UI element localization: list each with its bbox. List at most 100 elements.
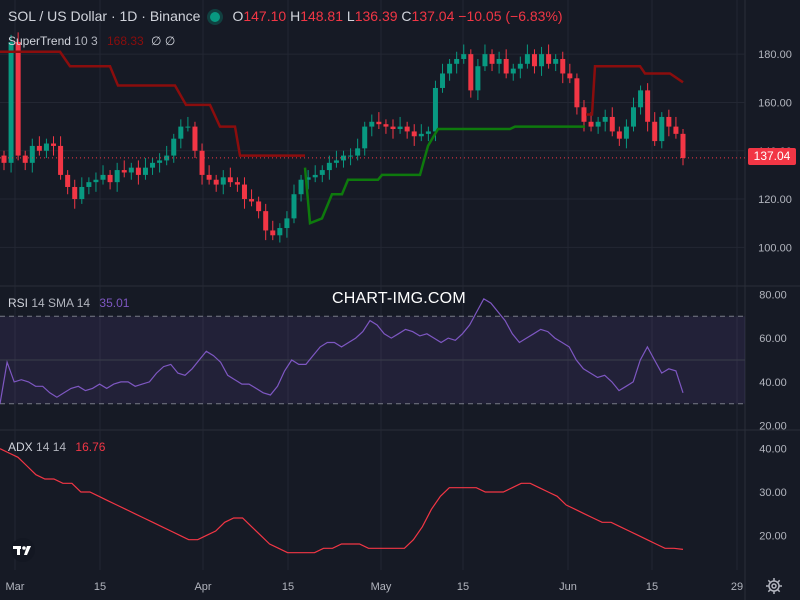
- supertrend-value: 168.33: [106, 34, 144, 48]
- supertrend-label: SuperTrend: [8, 34, 71, 48]
- watermark: CHART-IMG.COM: [332, 290, 466, 307]
- adx-params: 14 14: [36, 440, 67, 454]
- candle-body: [602, 116, 608, 122]
- candle-body: [100, 174, 106, 180]
- candle-body: [93, 179, 99, 183]
- settings-gear-icon[interactable]: [765, 577, 783, 595]
- candle-body: [496, 58, 502, 64]
- candle-body: [553, 58, 559, 64]
- candle-body: [206, 174, 212, 180]
- low-value: 136.39: [354, 8, 398, 24]
- candle-body: [227, 177, 233, 183]
- supertrend-legend[interactable]: SuperTrend 10 3 168.33 ∅ ∅: [8, 34, 175, 48]
- candle-body: [298, 179, 304, 195]
- rsi-line: [0, 297, 684, 404]
- symbol-title: SOL / US Dollar · 1D · Binance: [8, 8, 201, 24]
- candle-body: [510, 68, 516, 74]
- adx-legend[interactable]: ADX 14 14 16.76: [8, 440, 105, 454]
- candle-body: [503, 58, 509, 74]
- candle-body: [376, 121, 382, 125]
- high-value: 148.81: [300, 8, 344, 24]
- supertrend-params: 10 3: [74, 34, 98, 48]
- candle-body: [369, 121, 375, 127]
- x-tick-label: Mar: [6, 581, 25, 593]
- candle-body: [107, 174, 113, 183]
- candle-body: [432, 87, 438, 132]
- candle-body: [348, 155, 354, 157]
- candle-body: [142, 167, 148, 175]
- adx-y-tick-label: 30.00: [759, 487, 787, 499]
- close-label: C: [401, 8, 412, 24]
- x-tick-label: May: [371, 581, 392, 593]
- candle-body: [150, 162, 156, 168]
- y-tick-label: 120.00: [758, 194, 792, 206]
- candle-body: [256, 201, 262, 212]
- candle-body: [8, 42, 14, 163]
- candle-body: [178, 126, 184, 139]
- candle-body: [539, 54, 545, 67]
- candle-body: [652, 121, 658, 142]
- rsi-y-tick-label: 60.00: [759, 333, 787, 345]
- candle-body: [355, 148, 361, 156]
- candle-body: [666, 116, 672, 127]
- candle-body: [397, 126, 403, 130]
- rsi-y-tick-label: 40.00: [759, 377, 787, 389]
- candle-body: [15, 42, 21, 156]
- y-tick-label: 160.00: [758, 97, 792, 109]
- supertrend-up-line: [303, 125, 585, 225]
- candle-body: [234, 182, 240, 185]
- candle-body: [482, 54, 488, 67]
- candle-body: [249, 199, 255, 202]
- candle-body: [531, 54, 537, 67]
- rsi-y-tick-label: 20.00: [759, 421, 787, 433]
- rsi-label: RSI: [8, 296, 29, 310]
- candle-body: [43, 143, 49, 151]
- adx-y-tick-label: 20.00: [759, 530, 787, 542]
- candle-body: [29, 145, 35, 163]
- candle-body: [630, 107, 636, 127]
- candle-body: [362, 126, 368, 149]
- candle-body: [659, 116, 665, 142]
- supertrend-down-line: [0, 50, 305, 157]
- candle-body: [546, 54, 552, 64]
- candle-body: [581, 107, 587, 122]
- candle-body: [241, 184, 247, 200]
- candle-body: [418, 133, 424, 137]
- candle-body: [638, 90, 644, 108]
- candle-body: [36, 145, 42, 151]
- supertrend-down-line: [586, 64, 684, 116]
- x-tick-label: 15: [457, 581, 469, 593]
- candle-body: [185, 126, 191, 128]
- candle-body: [341, 155, 346, 161]
- open-label: O: [232, 8, 244, 24]
- supertrend-lines: [0, 50, 684, 225]
- candle-body: [291, 194, 297, 219]
- candle-body: [468, 54, 474, 91]
- candle-body: [270, 230, 276, 236]
- candle-body: [517, 63, 523, 69]
- candle-body: [560, 58, 566, 74]
- adx-line: [0, 448, 684, 554]
- high-label: H: [290, 8, 301, 24]
- candle-body: [680, 133, 686, 158]
- candle-body: [199, 150, 205, 175]
- candle-body: [157, 160, 163, 163]
- adx-y-tick-label: 40.00: [759, 444, 787, 456]
- candles-group: [0, 32, 745, 243]
- x-tick-label: Jun: [559, 581, 577, 593]
- candle-body: [312, 174, 318, 178]
- candle-body: [588, 121, 594, 127]
- candle-body: [65, 174, 71, 187]
- candle-body: [86, 182, 92, 187]
- adx-label: ADX: [8, 440, 33, 454]
- rsi-legend[interactable]: RSI 14 SMA 14 35.01: [8, 296, 129, 310]
- candle-body: [609, 116, 615, 132]
- candle-body: [114, 170, 120, 183]
- candle-body: [58, 145, 64, 175]
- candle-body: [164, 155, 170, 161]
- candle-body: [319, 170, 325, 175]
- candle-body: [192, 126, 198, 151]
- x-tick-label: 15: [94, 581, 106, 593]
- candle-body: [220, 177, 226, 185]
